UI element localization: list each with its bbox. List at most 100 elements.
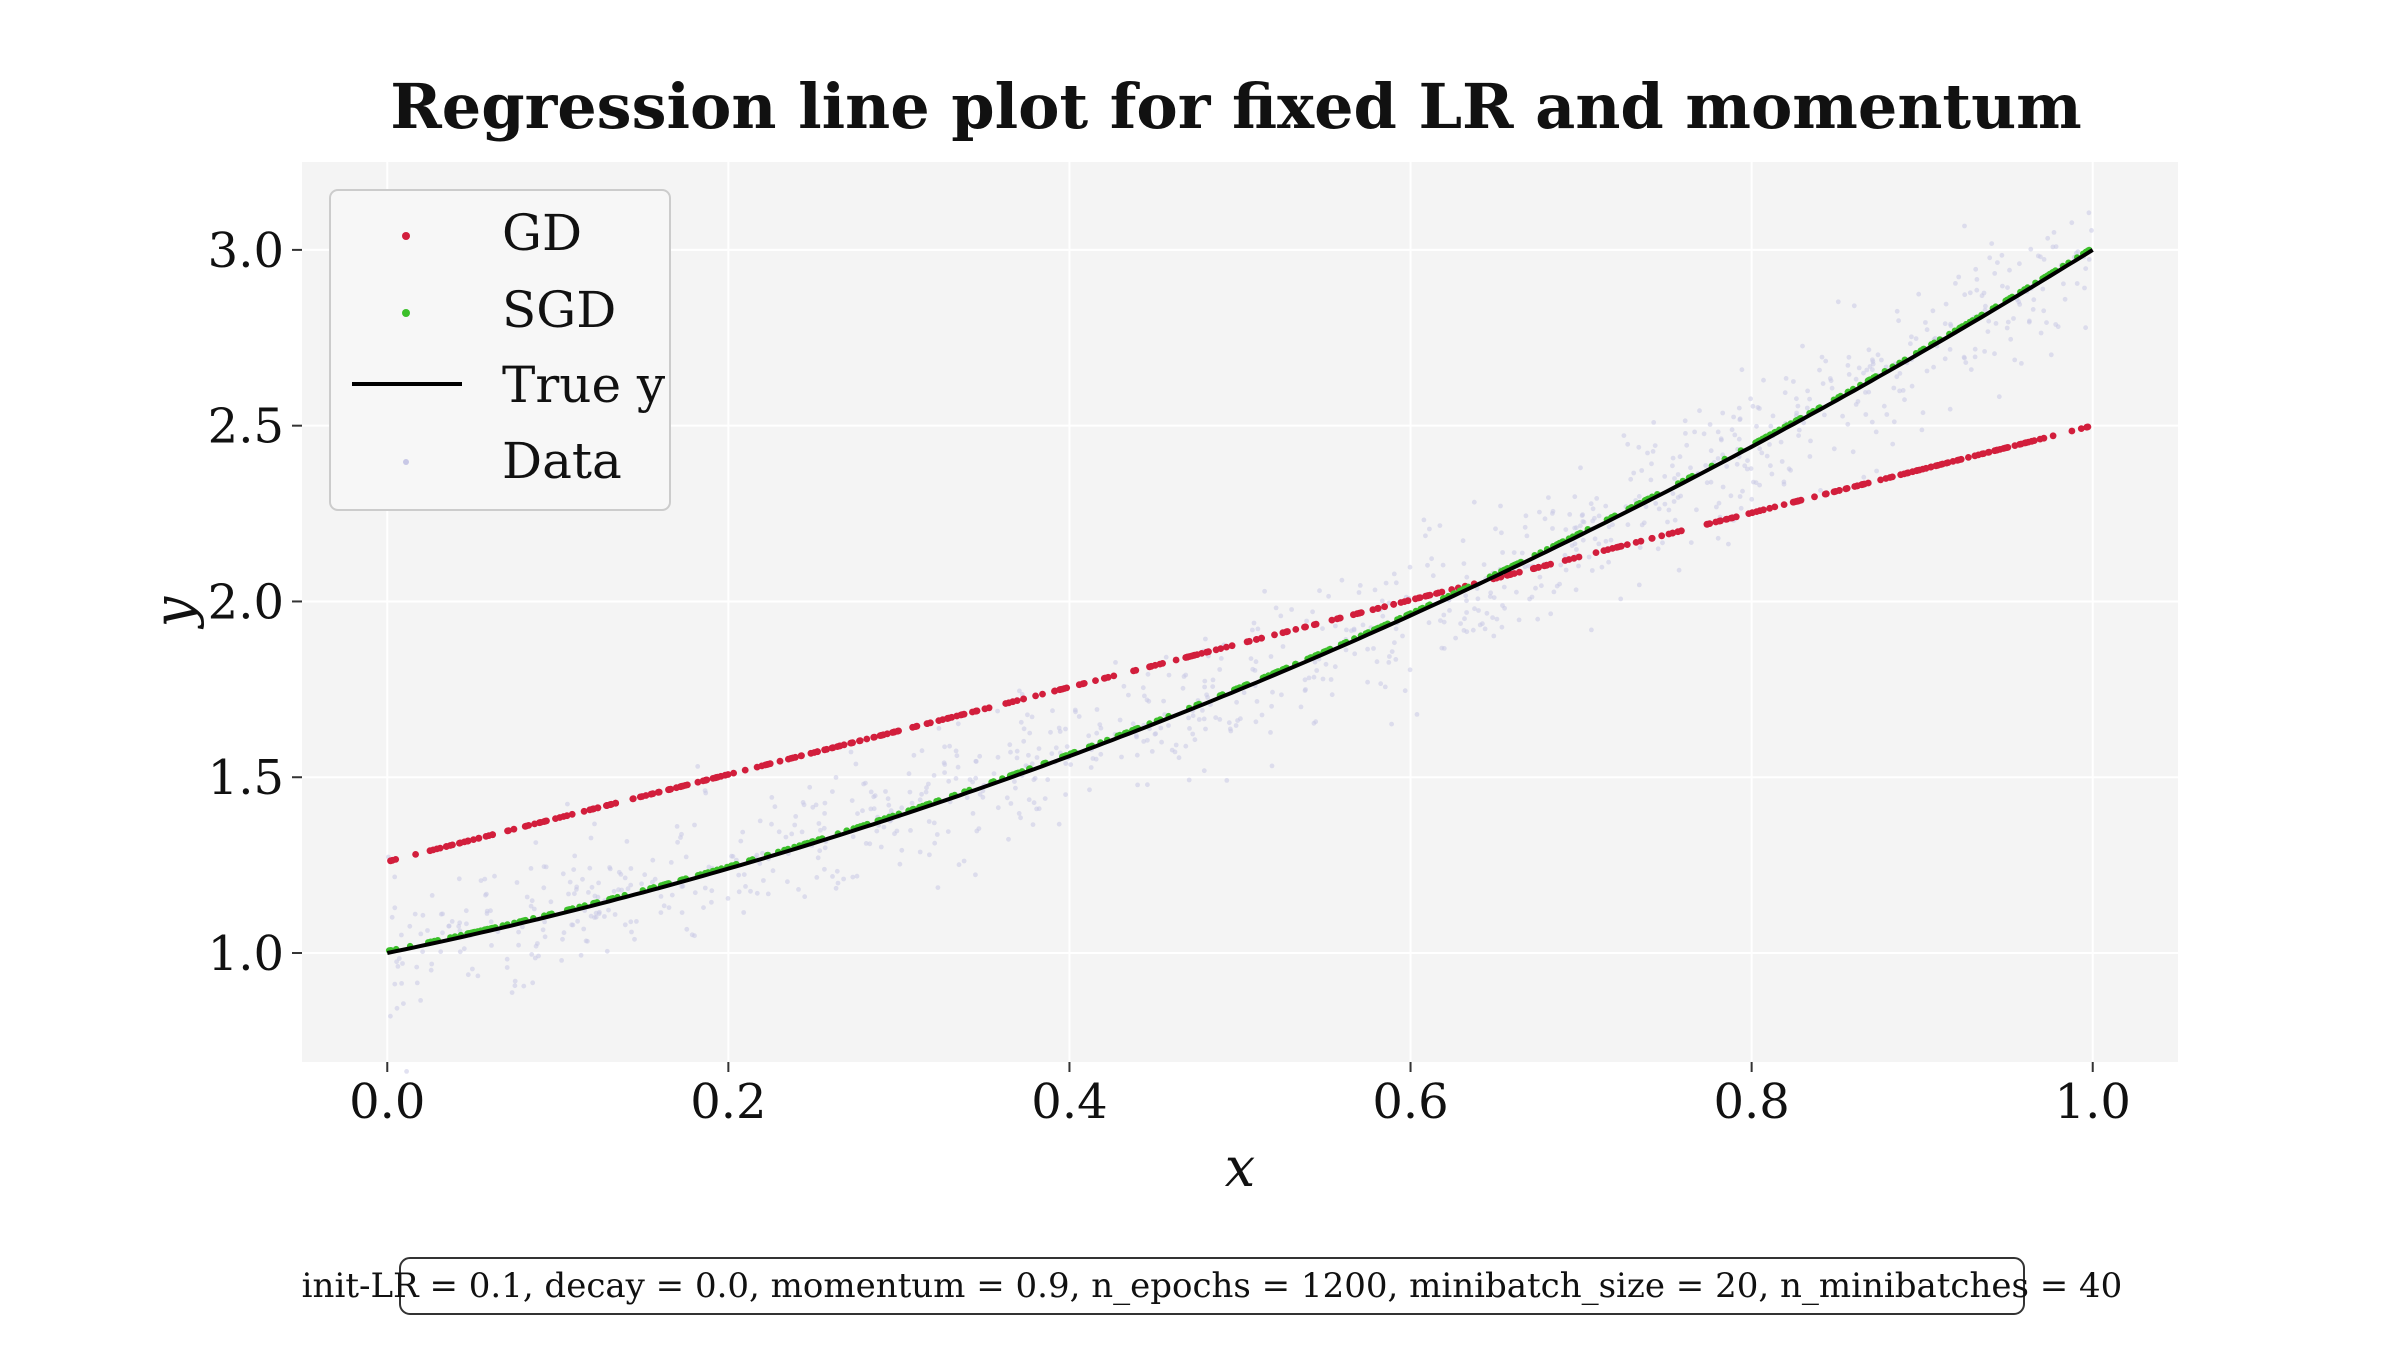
data-point <box>945 829 951 834</box>
data-point <box>954 753 960 759</box>
gd-point <box>1835 487 1843 494</box>
grid <box>302 162 2178 1062</box>
data-point <box>583 938 589 944</box>
data-point <box>1383 580 1389 586</box>
data-point <box>520 924 525 930</box>
data-point <box>509 990 515 995</box>
gd-point <box>1156 660 1164 668</box>
data-point <box>1666 507 1672 513</box>
gd-point <box>1516 568 1523 576</box>
data-point <box>1581 519 1587 525</box>
x-tick-label: 0.2 <box>690 1074 766 1130</box>
data-point <box>1769 471 1775 477</box>
data-point <box>1718 436 1724 442</box>
data-point <box>1608 537 1614 543</box>
data-point <box>822 845 828 851</box>
data-point <box>1213 715 1219 720</box>
data-point <box>934 832 940 837</box>
data-point <box>1514 589 1519 595</box>
data-point <box>1119 754 1124 760</box>
data-point <box>1145 737 1150 743</box>
data-point <box>1670 455 1676 461</box>
gd-point <box>1745 510 1753 517</box>
data-point <box>428 967 434 973</box>
data-point <box>1269 703 1274 709</box>
data-point <box>658 894 664 899</box>
gd-point <box>1943 459 1950 467</box>
data-point <box>1748 466 1754 471</box>
data-point <box>1636 444 1642 450</box>
data-point <box>1738 505 1744 511</box>
data-point <box>680 883 686 889</box>
gd-point <box>510 825 518 833</box>
data-point <box>738 838 744 844</box>
data-point <box>1499 530 1504 536</box>
gd-point <box>531 820 538 828</box>
data-point <box>1701 431 1707 437</box>
data-point <box>1050 708 1055 714</box>
y-tick-label: 2.0 <box>208 574 284 630</box>
data-point <box>465 972 471 978</box>
data-point <box>1808 438 1813 444</box>
gd-point <box>1637 537 1645 545</box>
data-point <box>1986 318 1992 324</box>
gd-point <box>504 827 511 835</box>
data-point <box>1879 357 1884 363</box>
data-point <box>1093 756 1099 762</box>
data-point <box>1603 538 1609 544</box>
data-point <box>863 841 869 846</box>
data-point <box>1768 463 1773 469</box>
gd-point <box>935 717 943 724</box>
data-point <box>868 789 874 795</box>
data-point <box>1603 503 1609 509</box>
data-point <box>533 943 539 949</box>
data-point <box>532 955 538 961</box>
data-point <box>1190 731 1196 737</box>
data-point <box>1007 742 1013 748</box>
data-point <box>1183 743 1189 749</box>
data-point <box>789 831 795 837</box>
data-point <box>1724 464 1730 469</box>
data-point <box>668 860 674 865</box>
data-point <box>1592 515 1597 521</box>
data-point <box>1248 656 1254 661</box>
data-point <box>976 826 982 831</box>
data-point <box>1259 712 1265 718</box>
data-point <box>1748 396 1753 402</box>
gd-point <box>1172 656 1180 664</box>
gd-point <box>741 766 749 774</box>
gd-point <box>1039 690 1046 698</box>
data-point <box>1866 347 1872 353</box>
data-point <box>642 872 648 878</box>
data-point <box>1737 416 1743 422</box>
data-point <box>429 893 435 898</box>
gd-point <box>1390 600 1398 608</box>
data-point <box>521 983 527 989</box>
data-point <box>461 946 467 952</box>
gd-point <box>1669 529 1676 537</box>
data-point <box>1835 299 1841 305</box>
x-tick-label: 0.4 <box>1031 1074 1107 1130</box>
data-point <box>1076 714 1082 719</box>
data-point <box>1942 356 1948 362</box>
data-point <box>1270 689 1275 695</box>
data-point <box>973 872 978 878</box>
data-point <box>1778 439 1784 445</box>
data-point <box>414 964 420 970</box>
data-point <box>666 905 672 910</box>
data-point <box>543 864 549 870</box>
data-point <box>1672 517 1678 523</box>
data-point <box>1036 746 1042 751</box>
data-point <box>1670 463 1675 469</box>
gd-point <box>863 735 871 743</box>
data-point <box>1310 609 1315 615</box>
data-point <box>1042 796 1048 801</box>
data-point <box>1524 533 1530 539</box>
data-point <box>1029 714 1035 720</box>
data-point <box>1159 739 1164 745</box>
data-point <box>1919 427 1925 433</box>
data-point <box>946 778 952 784</box>
data-point <box>1707 422 1713 427</box>
gd-point <box>1949 458 1957 465</box>
data-point <box>399 932 404 938</box>
